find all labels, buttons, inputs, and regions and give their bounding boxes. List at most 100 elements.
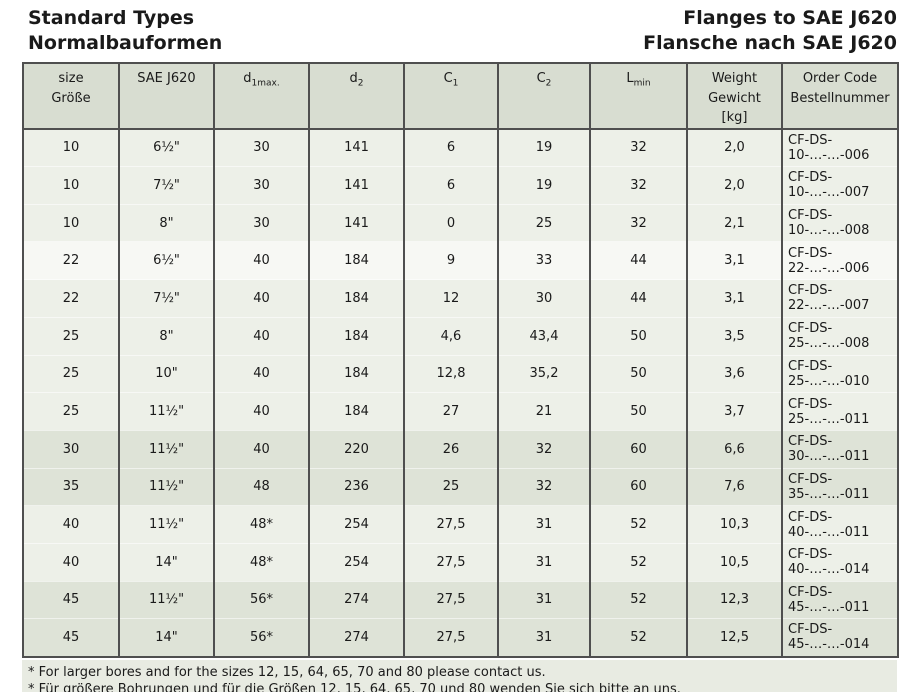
column-header-order-code: Order Code Bestellnummer [781,63,898,130]
table-cell: 44 [589,241,687,280]
table-cell: 35,2 [497,354,590,393]
table-cell: 43,4 [497,316,590,355]
table-cell: 32 [497,429,590,469]
table-cell: 25 [23,354,119,393]
table-cell: 19 [497,128,590,167]
table-row: 45 14" 56* 274 27,5 31 52 12,5 CF-DS-45-…-…-014 [23,618,898,657]
table-cell: 11½" [118,392,214,431]
order-code-cell: CF-DS-25-…-…-008 [781,316,898,355]
table-row: 25 8" 40 184 4,6 43,4 50 3,5 CF-DS-25-…-…-008 [23,316,898,355]
table-cell: 50 [589,354,687,393]
page-subtitle-en: Flanges to SAE J620 [683,7,897,29]
table-cell: 274 [308,580,404,619]
order-code-cell: CF-DS-45-…-…-011 [781,580,898,619]
table-row: 10 6½" 30 141 6 19 32 2,0 CF-DS-10-…-…-006 [23,128,898,167]
column-header-c1: C1 [403,63,498,130]
table-cell: 236 [308,467,404,506]
table-cell: 9 [403,241,498,280]
table-cell: 40 [213,354,309,393]
table-cell: 31 [497,542,590,582]
table-cell: 45 [23,618,119,657]
table-cell: 52 [589,542,687,582]
table-cell: 27,5 [403,618,498,657]
table-cell: 60 [589,467,687,506]
table-cell: 184 [308,316,404,355]
table-cell: 141 [308,166,404,205]
table-cell: 25 [23,392,119,431]
table-cell: 40 [213,429,309,469]
table-header: size Größe SAE J620 d1max. d2 C1 C2 Lmin Weight G… [23,63,898,130]
column-header-sae-j620: SAE J620 [118,63,214,130]
table-cell: 35 [23,467,119,506]
table-cell: 19 [497,166,590,205]
table-cell: 52 [589,618,687,657]
table-cell: 33 [497,241,590,280]
table-cell: 50 [589,316,687,355]
table-cell: 184 [308,354,404,393]
table-cell: 6½" [118,128,214,167]
table-cell: 40 [213,392,309,431]
table-cell: 27,5 [403,505,498,544]
order-code-cell: CF-DS-45-…-…-014 [781,618,898,657]
table-cell: 50 [589,392,687,431]
order-code-cell: CF-DS-40-…-…-014 [781,542,898,582]
table-header-row: size Größe SAE J620 d1max. d2 C1 C2 Lmin Weight G… [23,63,898,130]
table-cell: 7½" [118,279,214,318]
table-cell: 4,6 [403,316,498,355]
table-cell: 7,6 [686,467,782,506]
table-cell: 3,6 [686,354,782,393]
column-header-d2: d2 [308,63,404,130]
table-cell: 56* [213,618,309,657]
table-cell: 184 [308,279,404,318]
table-cell: 220 [308,429,404,469]
table-cell: 22 [23,241,119,280]
table-cell: 10,3 [686,505,782,544]
table-cell: 30 [23,429,119,469]
table-row: 35 11½" 48 236 25 32 60 7,6 CF-DS-35-…-…-011 [23,467,898,506]
table-cell: 25 [497,203,590,242]
table-cell: 11½" [118,467,214,506]
table-cell: 14" [118,542,214,582]
table-cell: 274 [308,618,404,657]
flange-spec-table: size Größe SAE J620 d1max. d2 C1 C2 Lmin Weight G… [22,62,899,658]
order-code-cell: CF-DS-22-…-…-007 [781,279,898,318]
footnote-de: * Für größere Bohrungen und für die Größ… [28,682,681,692]
table-cell: 21 [497,392,590,431]
table-row: 10 8" 30 141 0 25 32 2,1 CF-DS-10-…-…-008 [23,203,898,242]
page-title-en: Standard Types [28,7,195,29]
table-cell: 32 [589,128,687,167]
table-cell: 52 [589,505,687,544]
table-cell: 26 [403,429,498,469]
table-cell: 31 [497,580,590,619]
table-cell: 48* [213,542,309,582]
table-cell: 12,5 [686,618,782,657]
table-cell: 32 [497,467,590,506]
table-cell: 12 [403,279,498,318]
table-cell: 141 [308,128,404,167]
column-header-d1max: d1max. [213,63,309,130]
table-cell: 25 [403,467,498,506]
table-cell: 3,1 [686,279,782,318]
page-title-de: Normalbauformen [28,31,223,54]
table-cell: 30 [213,128,309,167]
order-code-cell: CF-DS-10-…-…-008 [781,203,898,242]
table-row: 25 11½" 40 184 27 21 50 3,7 CF-DS-25-…-…-011 [23,392,898,431]
table-cell: 40 [213,316,309,355]
table-cell: 27 [403,392,498,431]
table-row: 30 11½" 40 220 26 32 60 6,6 CF-DS-30-…-…-011 [23,429,898,469]
table-row: 22 7½" 40 184 12 30 44 3,1 CF-DS-22-…-…-007 [23,279,898,318]
table-cell: 22 [23,279,119,318]
table-cell: 6 [403,128,498,167]
table-cell: 10 [23,203,119,242]
order-code-cell: CF-DS-10-…-…-007 [781,166,898,205]
footnotes: * For larger bores and for the sizes 12,… [22,659,897,692]
column-header-weight: Weight Gewicht [kg] [686,63,782,130]
table-cell: 11½" [118,429,214,469]
table-cell: 10 [23,166,119,205]
table-cell: 10,5 [686,542,782,582]
table-cell: 27,5 [403,580,498,619]
page-subtitle-de: Flansche nach SAE J620 [643,31,897,54]
table-cell: 3,5 [686,316,782,355]
order-code-cell: CF-DS-35-…-…-011 [781,467,898,506]
column-header-c2: C2 [497,63,590,130]
